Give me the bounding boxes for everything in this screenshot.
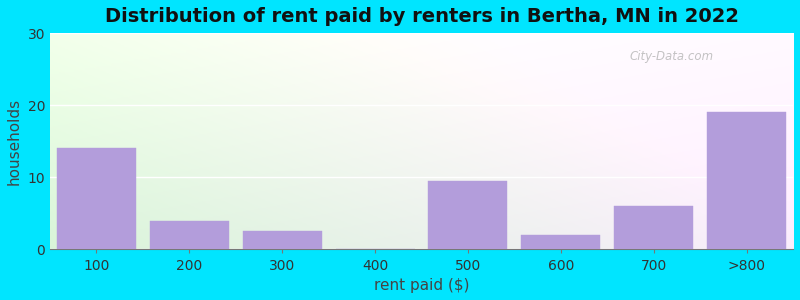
Title: Distribution of rent paid by renters in Bertha, MN in 2022: Distribution of rent paid by renters in … [105,7,738,26]
X-axis label: rent paid ($): rent paid ($) [374,278,470,293]
Bar [522,235,600,250]
Bar [150,220,229,250]
Bar [707,112,786,250]
Bar [429,181,507,250]
Bar [242,231,322,250]
Text: City-Data.com: City-Data.com [630,50,714,63]
Bar [614,206,694,250]
Y-axis label: households: households [7,98,22,185]
Bar [57,148,136,250]
